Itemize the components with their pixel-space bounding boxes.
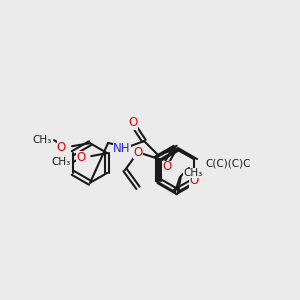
Text: CH₃: CH₃: [51, 157, 70, 167]
Text: CH₃: CH₃: [183, 168, 202, 178]
Text: O: O: [128, 116, 138, 130]
Text: CH₃: CH₃: [32, 135, 51, 145]
Text: O: O: [38, 134, 47, 147]
Text: O: O: [162, 160, 172, 173]
Text: NH: NH: [113, 142, 131, 155]
Text: C(C)(C)C: C(C)(C)C: [205, 159, 250, 169]
Text: O: O: [57, 141, 66, 154]
Text: O: O: [133, 146, 142, 159]
Text: O: O: [57, 156, 66, 169]
Text: O: O: [76, 151, 85, 164]
Text: O: O: [189, 175, 199, 188]
